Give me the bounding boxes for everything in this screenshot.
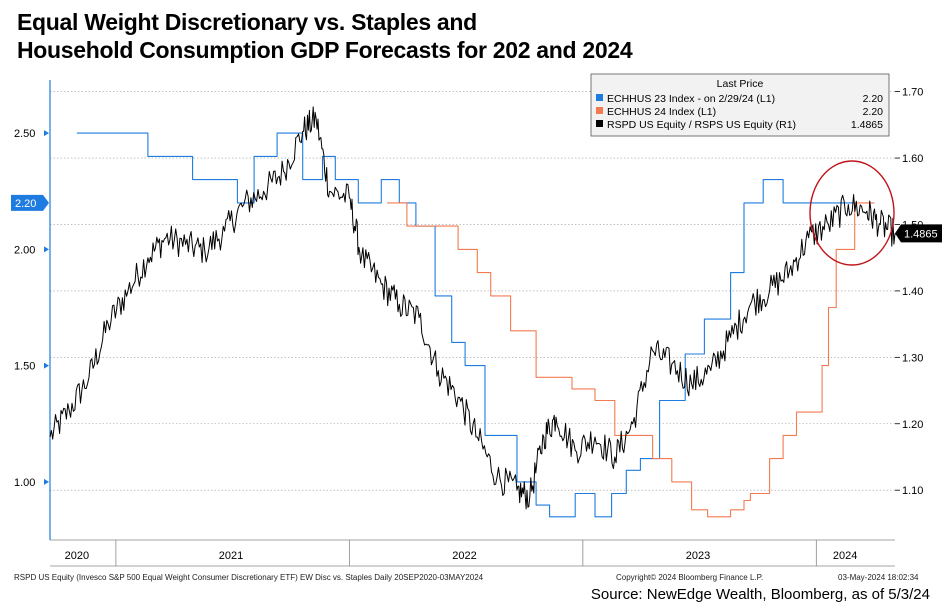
series-line-1 [76, 132, 855, 518]
x-tick-label-2022: 2022 [452, 550, 476, 562]
source-note: Source: NewEdge Wealth, Bloomberg, as of… [590, 586, 930, 603]
highlight-ellipse [809, 160, 895, 266]
legend-value-3: 1.4865 [851, 119, 883, 131]
left-tick-label-1.50: 1.50 [14, 361, 35, 373]
footer-copyright: Copyright© 2024 Bloomberg Finance L.P. [616, 573, 764, 582]
right-tick-label-1.30: 1.30 [902, 352, 923, 364]
left-tick-marker [44, 362, 49, 369]
left-tick-label-2.50: 2.50 [14, 128, 35, 140]
series-line-2 [387, 202, 875, 518]
legend-swatch-1 [596, 94, 603, 101]
left-tick-marker [44, 130, 49, 137]
left-last-price-badge [11, 194, 49, 211]
footer-timestamp: 03-May-2024 18:02:34 [838, 573, 919, 582]
legend-box [590, 73, 890, 137]
legend-label-3: RSPD US Equity / RSPS US Equity (R1) [607, 119, 796, 131]
x-tick-label-2024: 2024 [833, 550, 857, 562]
right-tick-label-1.70: 1.70 [902, 87, 923, 99]
chart-title: Equal Weight Discretionary vs. Staples a… [17, 8, 917, 64]
plot-area [50, 75, 895, 540]
legend-title: Last Price [717, 78, 764, 90]
left-tick-marker [44, 246, 49, 253]
series-line-3 [49, 106, 896, 510]
legend-swatch-3 [596, 120, 603, 127]
left-last-price-badge-label: 2.20 [15, 198, 36, 210]
left-tick-label-2.00: 2.00 [14, 244, 35, 256]
right-last-price-badge [895, 224, 942, 243]
right-tick-label-1.20: 1.20 [902, 419, 923, 431]
legend-value-1: 2.20 [863, 93, 884, 105]
legend-value-2: 2.20 [863, 106, 884, 118]
right-tick-label-1.10: 1.10 [902, 485, 923, 497]
chart-title-line-1: Equal Weight Discretionary vs. Staples a… [17, 9, 477, 35]
footer-description: RSPD US Equity (Invesco S&P 500 Equal We… [14, 573, 484, 582]
legend-swatch-2 [596, 107, 603, 114]
x-tick-label-2021: 2021 [219, 550, 243, 562]
x-tick-label-2020: 2020 [65, 550, 89, 562]
right-tick-label-1.40: 1.40 [902, 286, 923, 298]
right-last-price-badge-label: 1.4865 [904, 228, 938, 240]
chart-title-line-2: Household Consumption GDP Forecasts for … [17, 37, 633, 63]
left-tick-label-1.00: 1.00 [14, 477, 35, 489]
legend-label-2: ECHHUS 24 Index (L1) [607, 106, 716, 118]
left-tick-marker [44, 478, 49, 485]
x-tick-label-2023: 2023 [686, 550, 710, 562]
legend: Last Price ECHHUS 23 Index - on 2/29/24 (… [590, 73, 890, 137]
right-tick-label-1.60: 1.60 [902, 153, 923, 165]
legend-label-1: ECHHUS 23 Index - on 2/29/24 (L1) [607, 93, 775, 105]
